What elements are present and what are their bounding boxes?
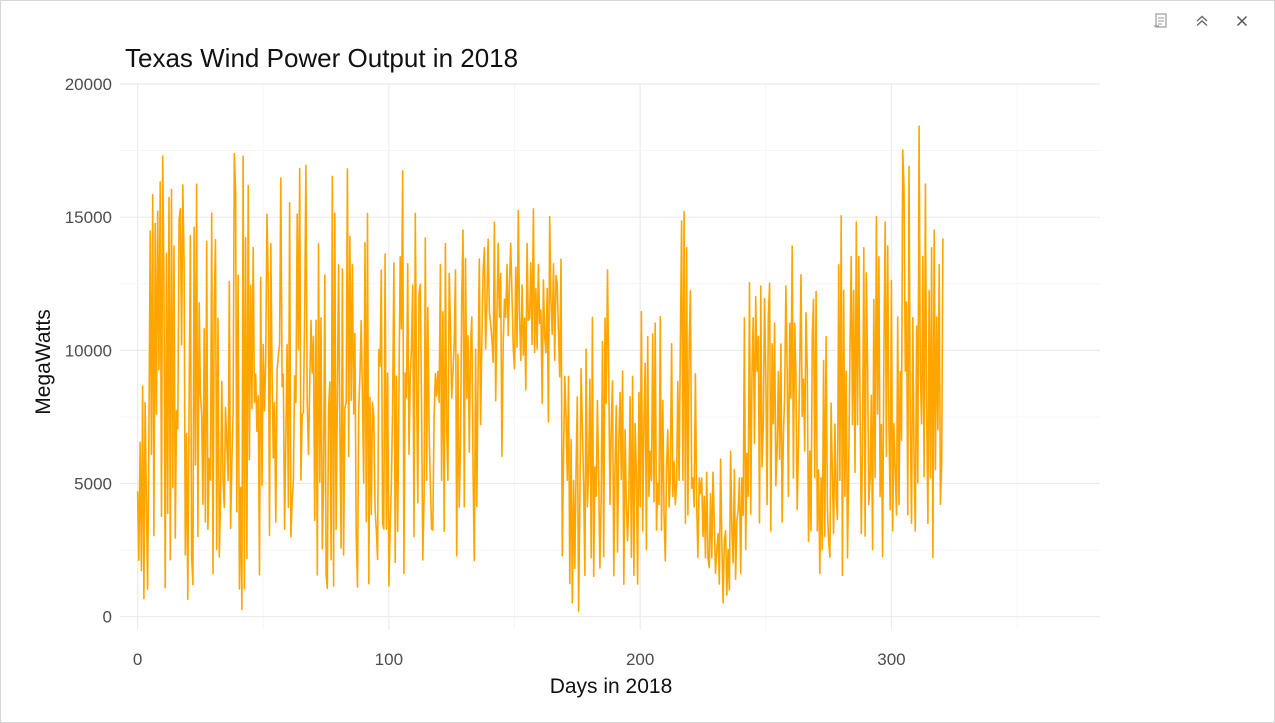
y-axis: 0 5000 10000 15000 20000: [65, 75, 112, 627]
x-tick-label: 300: [877, 650, 905, 669]
x-axis: 0 100 200 300: [133, 650, 906, 669]
y-tick-label: 15000: [65, 208, 112, 227]
series-group: [138, 126, 943, 611]
series-line: [138, 126, 943, 611]
x-tick-label: 100: [375, 650, 403, 669]
x-tick-label: 200: [626, 650, 654, 669]
chart-title: Texas Wind Power Output in 2018: [125, 43, 518, 73]
y-tick-label: 10000: [65, 341, 112, 360]
grid: [120, 84, 1100, 630]
y-tick-label: 0: [103, 608, 112, 627]
x-axis-title: Days in 2018: [550, 675, 673, 698]
y-tick-label: 20000: [65, 75, 112, 94]
y-axis-title: MegaWatts: [32, 309, 55, 414]
x-tick-label: 0: [133, 650, 142, 669]
y-tick-label: 5000: [74, 475, 112, 494]
